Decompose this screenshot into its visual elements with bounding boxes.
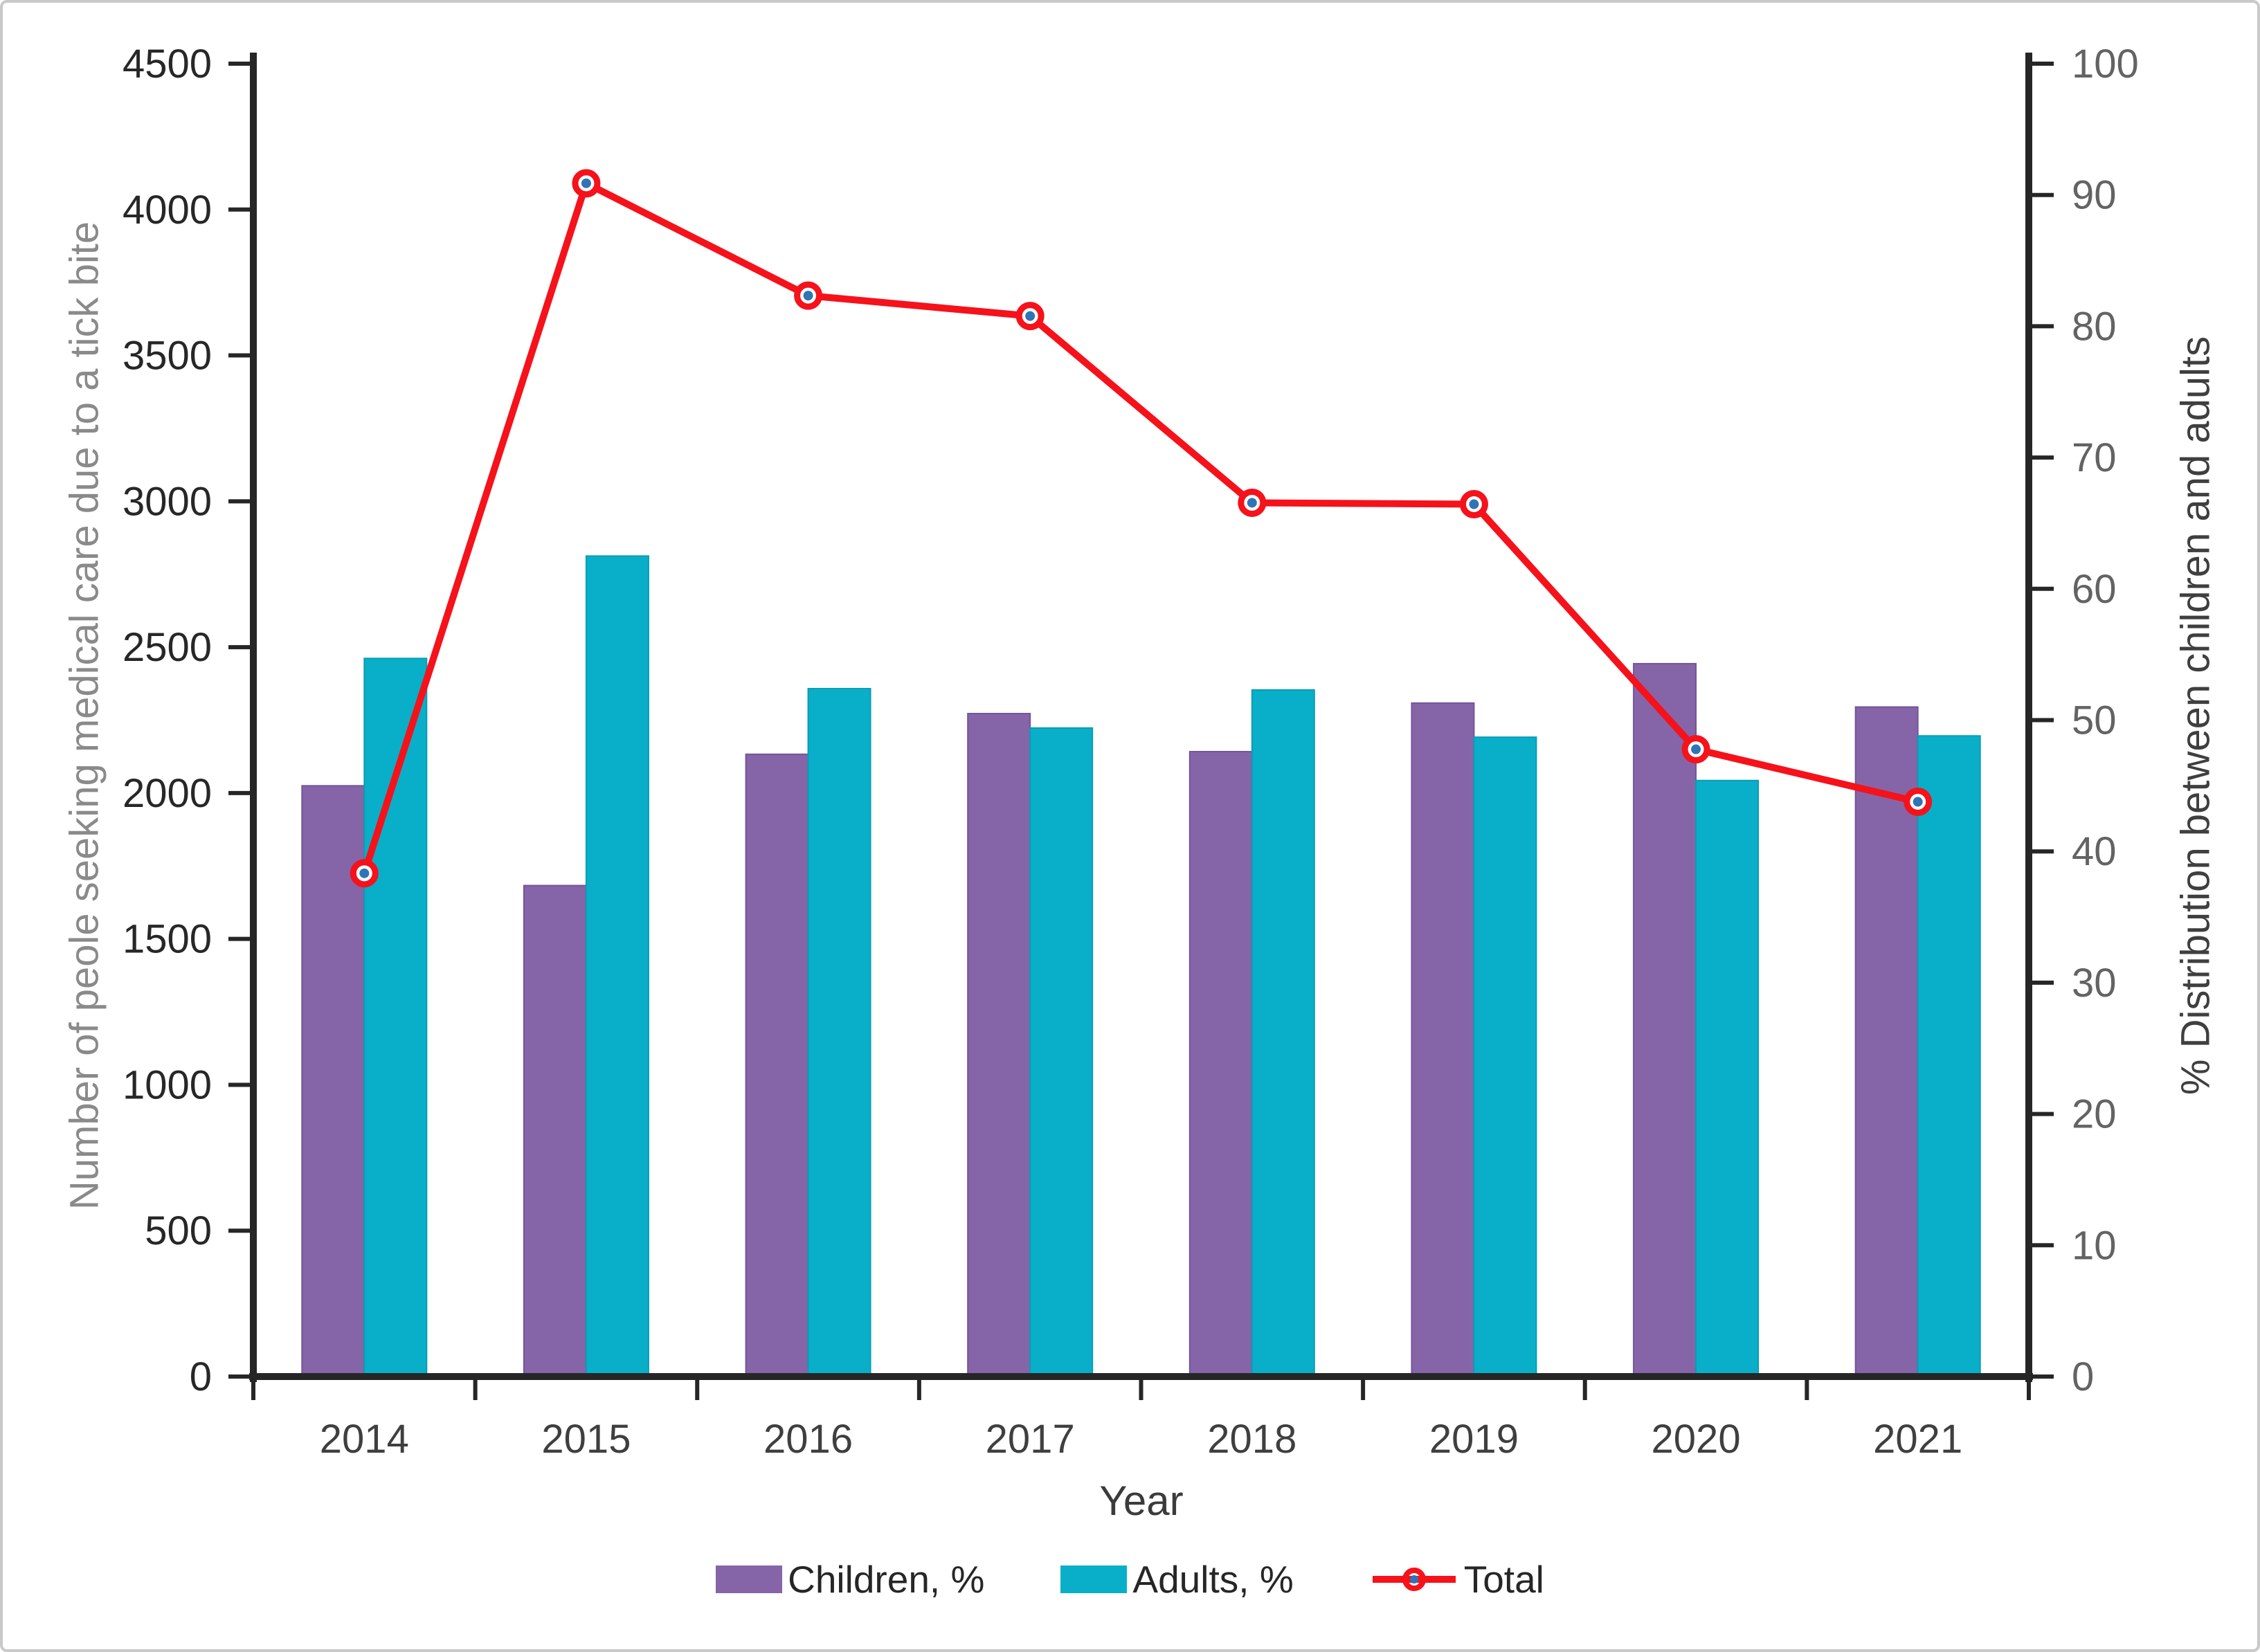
bar-children-2020 — [1633, 662, 1697, 1378]
right-axis-tick-label: 10 — [2072, 1223, 2117, 1268]
total-marker-center — [1913, 797, 1923, 807]
total-marker-center — [1469, 499, 1479, 509]
bar-adults-2020 — [1695, 779, 1760, 1377]
bar-adults-2019 — [1473, 736, 1537, 1377]
bar-adults-2016 — [807, 687, 871, 1377]
bar-adults-2015 — [585, 555, 649, 1377]
left-axis-tick-label: 2000 — [123, 771, 212, 816]
left-axis-tick-label: 1500 — [123, 917, 212, 962]
x-axis-category-label: 2020 — [1652, 1417, 1741, 1462]
x-axis-category-label: 2018 — [1207, 1417, 1296, 1462]
bar-adults-2018 — [1251, 689, 1315, 1377]
right-axis-tick-label: 70 — [2072, 435, 2117, 480]
bar-adults-2017 — [1029, 727, 1094, 1377]
x-axis-title: Year — [1099, 1478, 1184, 1524]
right-axis-tick-label: 90 — [2072, 173, 2117, 218]
right-axis-tick-label: 100 — [2072, 42, 2139, 87]
legend-item-total: Total — [1370, 1557, 1544, 1601]
chart-svg: 0 500 1000 1500 2000 2500 3000 3500 4000 4500 0 10 2… — [123, 42, 2139, 1462]
right-axis-title: % Distribution between children and adul… — [2173, 336, 2218, 1096]
bar-children-2016 — [745, 753, 809, 1377]
left-axis-tick-label: 0 — [190, 1354, 212, 1399]
left-axis-tick-label: 4000 — [123, 188, 212, 233]
left-axis-tick-label: 4500 — [123, 42, 212, 87]
x-axis-category-label: 2021 — [1873, 1417, 1962, 1462]
children-swatch-icon — [716, 1565, 783, 1593]
x-axis-category-label: 2016 — [763, 1417, 853, 1462]
bar-children-2017 — [967, 713, 1031, 1377]
total-marker-center — [1691, 744, 1701, 754]
total-marker-center — [359, 868, 370, 878]
right-axis-tick-label: 80 — [2072, 304, 2117, 349]
total-line — [361, 179, 1922, 877]
x-axis-category-label: 2014 — [320, 1417, 409, 1462]
total-marker-center — [1025, 311, 1036, 321]
right-axis-tick-label: 50 — [2072, 698, 2117, 743]
right-axis-tick-label: 20 — [2072, 1092, 2117, 1137]
bar-children-2018 — [1188, 751, 1253, 1377]
total-marker-center — [803, 291, 813, 301]
right-axis-tick-label: 30 — [2072, 961, 2117, 1006]
right-axis-tick-label: 60 — [2072, 567, 2117, 612]
total-marker-center — [1247, 498, 1257, 508]
x-axis-category-label: 2019 — [1429, 1417, 1519, 1462]
left-axis-tick-label: 2500 — [123, 625, 212, 670]
left-axis-title: Number of peole seeking medical care due… — [62, 221, 107, 1210]
left-axis-tick-label: 3000 — [123, 479, 212, 524]
bar-adults-2021 — [1917, 735, 1981, 1378]
bar-children-2014 — [301, 785, 365, 1377]
bar-children-2019 — [1411, 702, 1475, 1377]
right-axis-tick-label: 40 — [2072, 829, 2117, 874]
legend-item-children: Children, % — [716, 1557, 984, 1601]
right-axis-tick-label: 0 — [2072, 1354, 2094, 1399]
legend: Children, % Adults, % Total — [3, 1557, 2257, 1601]
left-axis-tick-label: 3500 — [123, 334, 212, 379]
left-axis-tick-label: 500 — [145, 1208, 212, 1253]
bar-children-2021 — [1854, 706, 1919, 1377]
bar-children-2015 — [523, 884, 587, 1377]
x-axis-category-label: 2017 — [986, 1417, 1075, 1462]
legend-item-adults: Adults, % — [1060, 1557, 1294, 1601]
legend-label-total: Total — [1463, 1558, 1544, 1601]
legend-label-children: Children, % — [788, 1558, 985, 1601]
legend-label-adults: Adults, % — [1132, 1558, 1294, 1601]
x-axis-category-label: 2015 — [541, 1417, 631, 1462]
adults-swatch-icon — [1060, 1565, 1128, 1593]
left-axis-tick-label: 1000 — [123, 1062, 212, 1107]
total-line-marker-icon — [1372, 1568, 1456, 1591]
total-marker-center — [581, 178, 591, 188]
